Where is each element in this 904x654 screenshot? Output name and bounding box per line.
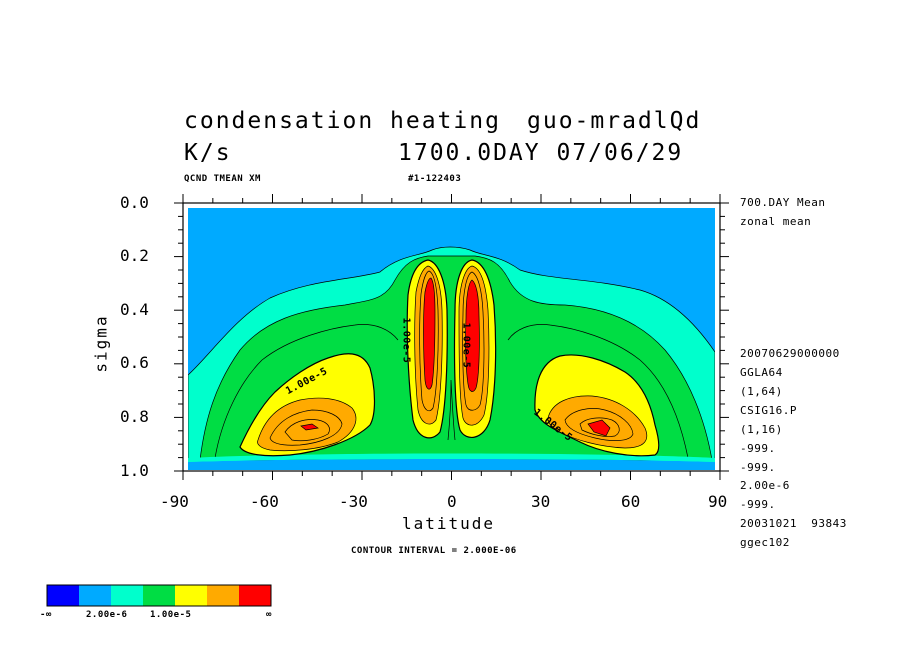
colorbar-label: ∞	[266, 610, 272, 620]
side-info-line: (1,64)	[740, 385, 783, 398]
side-info-line: CSIG16.P	[740, 404, 797, 417]
x-axis-label: latitude	[402, 514, 495, 533]
x-tick-label: 60	[621, 492, 640, 511]
x-tick-label: -90	[160, 492, 189, 511]
side-info-line: -999.	[740, 461, 776, 474]
side-info-line: 20070629000000	[740, 347, 840, 360]
y-tick-label: 1.0	[120, 461, 149, 480]
side-info-line: zonal mean	[740, 215, 811, 228]
side-info-line: -999.	[740, 442, 776, 455]
colorbar-label: 1.00e-5	[150, 610, 191, 620]
side-info-line: -999.	[740, 498, 776, 511]
side-info-line: (1,16)	[740, 423, 783, 436]
x-tick-label: 30	[531, 492, 550, 511]
colorbar-label: 2.00e-6	[86, 610, 127, 620]
x-tick-label: 90	[708, 492, 727, 511]
contour-label: 1.00e-5	[460, 323, 471, 369]
side-info-line: 20031021 93843	[740, 517, 847, 530]
side-info-line: GGLA64	[740, 366, 783, 379]
x-tick-label: 0	[447, 492, 457, 511]
contour-interval: CONTOUR INTERVAL = 2.000E-06	[351, 546, 517, 556]
colorbar-label: -∞	[40, 610, 52, 620]
y-tick-label: 0.6	[120, 353, 149, 372]
side-info-line: ggec102	[740, 536, 790, 549]
y-tick-label: 0.4	[120, 300, 149, 319]
side-info-line: 700.DAY Mean	[740, 196, 825, 209]
y-axis-label: sigma	[92, 314, 111, 372]
x-tick-label: -60	[250, 492, 279, 511]
y-tick-label: 0.2	[120, 246, 149, 265]
contour-label: 1.00e-5	[400, 318, 411, 364]
y-tick-label: 0.8	[120, 407, 149, 426]
side-info-line: 2.00e-6	[740, 479, 790, 492]
y-tick-label: 0.0	[120, 193, 149, 212]
x-tick-label: -30	[339, 492, 368, 511]
contour-fill	[188, 208, 715, 470]
